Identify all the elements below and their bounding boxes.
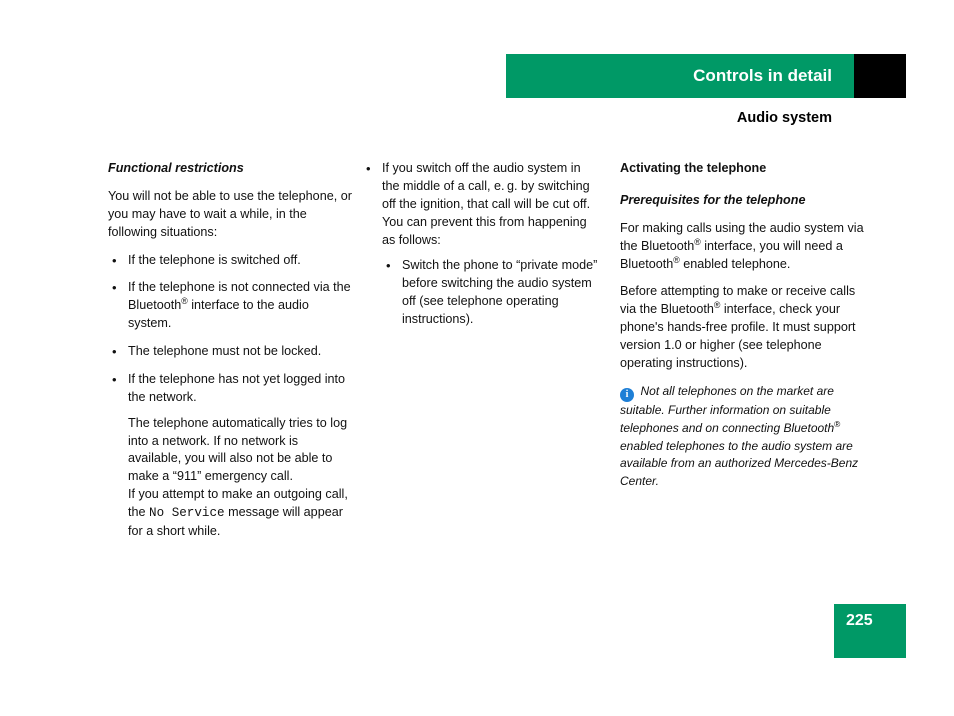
page-number: 225 <box>846 612 873 630</box>
column-2: If you switch off the audio system in th… <box>362 160 600 339</box>
registered-mark: ® <box>834 419 840 429</box>
info-note: i Not all telephones on the market are s… <box>620 383 864 491</box>
col2-subitem-1: Switch the phone to “private mode” befor… <box>382 257 600 329</box>
header-subtitle: Audio system <box>506 110 854 126</box>
col1-intro: You will not be able to use the telephon… <box>108 188 352 242</box>
col1-item-4-p1: The telephone automatically tries to log… <box>128 415 352 487</box>
header-title: Controls in detail <box>693 66 832 86</box>
col2-sublist: Switch the phone to “private mode” befor… <box>382 257 600 329</box>
col2-item-1-text: If you switch off the audio system in th… <box>382 161 590 247</box>
col3-p1c: enabled telephone. <box>680 257 791 271</box>
col1-item-4-p2: If you attempt to make an outgoing call,… <box>128 486 352 541</box>
col1-item-1: If the telephone is switched off. <box>108 252 352 270</box>
col3-heading-2: Prerequisites for the telephone <box>620 192 864 210</box>
col1-item-3: The telephone must not be locked. <box>108 343 352 361</box>
info-text-b: enabled telephones to the audio system a… <box>620 439 858 489</box>
no-service-text: No Service <box>149 506 225 520</box>
manual-page: Controls in detail Audio system Function… <box>0 0 954 716</box>
col1-item-4: If the telephone has not yet logged into… <box>108 371 352 541</box>
col2-item-1: If you switch off the audio system in th… <box>362 160 600 329</box>
col3-p2: Before attempting to make or receive cal… <box>620 283 864 372</box>
col3-p1: For making calls using the audio system … <box>620 220 864 274</box>
column-1: Functional restrictions You will not be … <box>108 160 352 551</box>
col2-list: If you switch off the audio system in th… <box>362 160 600 329</box>
col1-heading: Functional restrictions <box>108 160 352 178</box>
col1-item-2: If the telephone is not connected via th… <box>108 279 352 333</box>
column-3: Activating the telephone Prerequisites f… <box>620 160 864 491</box>
info-text-a: Not all telephones on the market are sui… <box>620 384 834 435</box>
col1-item-4-text: If the telephone has not yet logged into… <box>128 372 345 404</box>
header-green-bar: Controls in detail <box>506 54 854 98</box>
col3-heading-1: Activating the telephone <box>620 160 864 178</box>
header-black-tab <box>854 54 906 98</box>
info-text: Not all telephones on the market are sui… <box>620 384 858 489</box>
page-number-box: 225 <box>834 604 906 658</box>
info-icon: i <box>620 388 634 402</box>
col1-list: If the telephone is switched off. If the… <box>108 252 352 541</box>
